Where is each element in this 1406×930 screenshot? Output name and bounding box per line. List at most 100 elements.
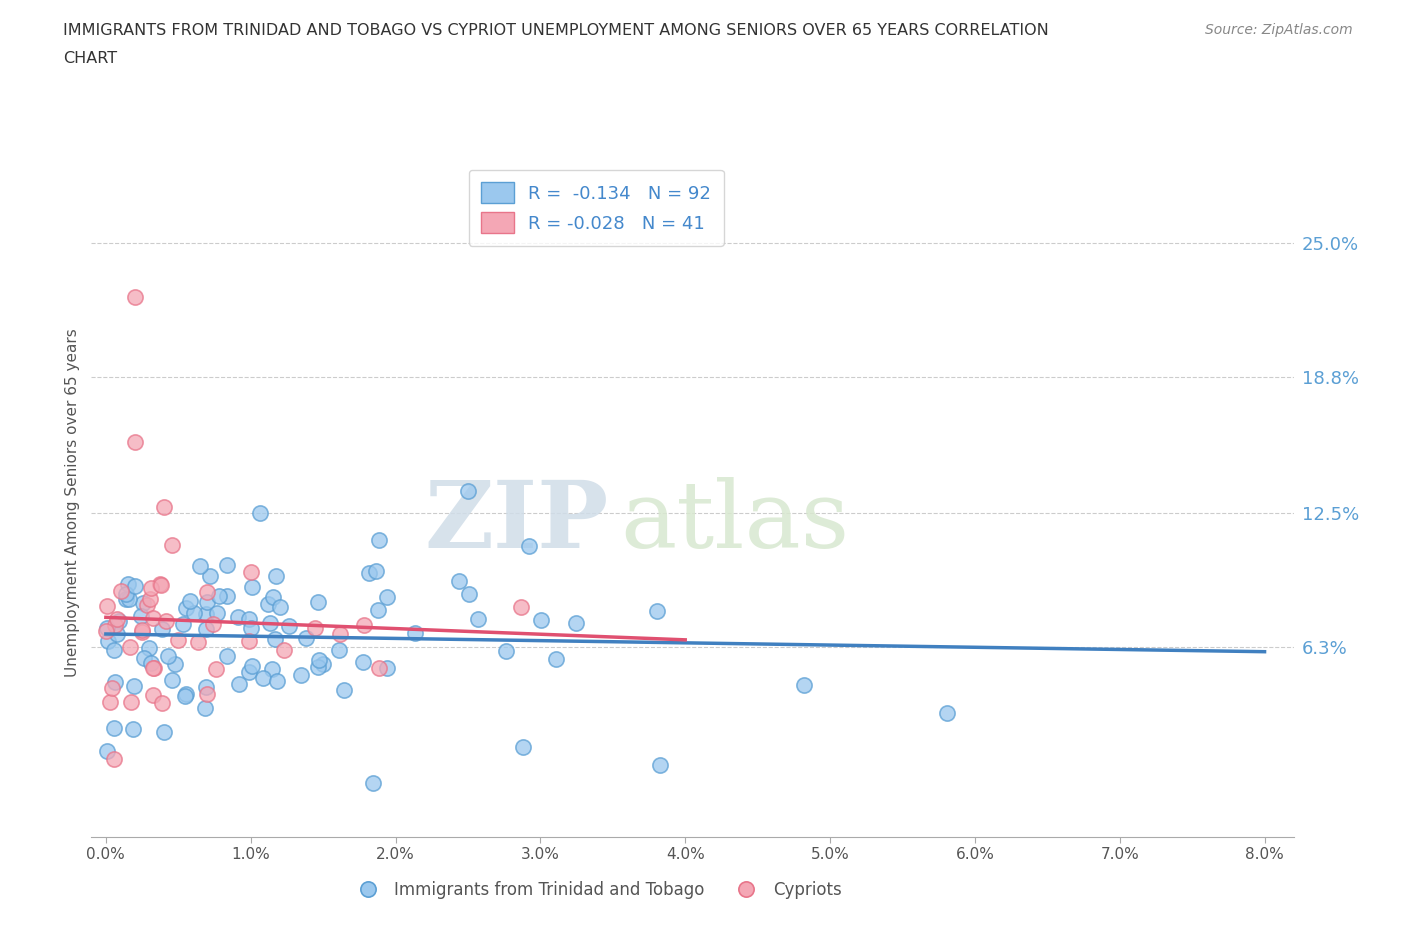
Point — [294, 631, 316, 645]
Point — [124, 578, 146, 593]
Point — [139, 656, 162, 671]
Point — [118, 591, 141, 606]
Point — [367, 603, 389, 618]
Point — [311, 657, 333, 671]
Point — [333, 683, 356, 698]
Point — [124, 289, 146, 304]
Point — [108, 614, 131, 629]
Point — [105, 627, 128, 642]
Point — [129, 608, 152, 623]
Point — [215, 557, 238, 572]
Point — [97, 633, 120, 648]
Point — [132, 650, 155, 665]
Point — [304, 620, 326, 635]
Point — [117, 577, 139, 591]
Point — [238, 612, 260, 627]
Point — [935, 706, 957, 721]
Point — [238, 634, 260, 649]
Point — [793, 678, 815, 693]
Point — [98, 695, 121, 710]
Point — [195, 584, 218, 599]
Point — [149, 577, 172, 591]
Point — [195, 686, 218, 701]
Point — [249, 506, 271, 521]
Point — [104, 618, 127, 632]
Point — [172, 617, 194, 631]
Text: atlas: atlas — [620, 477, 849, 567]
Point — [96, 620, 118, 635]
Text: Source: ZipAtlas.com: Source: ZipAtlas.com — [1205, 23, 1353, 37]
Point — [259, 616, 281, 631]
Point — [155, 614, 177, 629]
Text: ZIP: ZIP — [425, 477, 609, 567]
Point — [364, 563, 387, 578]
Point — [240, 579, 263, 594]
Point — [517, 539, 540, 554]
Point — [121, 722, 143, 737]
Point — [201, 617, 224, 631]
Point — [194, 701, 217, 716]
Point — [217, 588, 239, 603]
Point — [404, 626, 426, 641]
Point — [150, 578, 173, 592]
Point — [228, 609, 250, 624]
Point — [269, 600, 291, 615]
Point — [153, 499, 176, 514]
Point — [139, 591, 162, 606]
Point — [363, 776, 385, 790]
Point — [512, 739, 534, 754]
Point — [353, 618, 375, 632]
Point — [103, 643, 125, 658]
Text: CHART: CHART — [63, 51, 117, 66]
Point — [194, 680, 217, 695]
Point — [131, 622, 153, 637]
Point — [142, 660, 165, 675]
Point — [353, 655, 375, 670]
Point — [328, 643, 350, 658]
Point — [179, 593, 201, 608]
Point — [307, 594, 329, 609]
Point — [124, 434, 146, 449]
Point — [136, 597, 159, 612]
Point — [367, 660, 389, 675]
Point — [103, 751, 125, 766]
Point — [174, 686, 197, 701]
Point — [290, 668, 312, 683]
Point — [132, 595, 155, 610]
Point — [122, 679, 145, 694]
Point — [308, 652, 330, 667]
Point — [544, 652, 567, 667]
Point — [94, 623, 117, 638]
Point — [509, 599, 531, 614]
Point — [377, 590, 399, 604]
Point — [162, 538, 184, 552]
Point — [278, 618, 301, 633]
Point — [153, 724, 176, 739]
Point — [205, 605, 228, 620]
Point — [266, 568, 288, 583]
Point — [174, 601, 197, 616]
Point — [307, 659, 329, 674]
Point — [120, 640, 142, 655]
Point — [329, 627, 352, 642]
Point — [239, 565, 262, 579]
Point — [101, 681, 124, 696]
Point — [647, 604, 669, 618]
Point — [228, 676, 250, 691]
Point — [103, 721, 125, 736]
Point — [495, 644, 517, 658]
Point — [110, 583, 132, 598]
Point — [239, 620, 262, 635]
Point — [139, 581, 162, 596]
Point — [257, 597, 280, 612]
Point — [217, 648, 239, 663]
Point — [467, 611, 489, 626]
Point — [104, 675, 127, 690]
Point — [195, 621, 218, 636]
Point — [204, 661, 226, 676]
Point — [262, 590, 284, 604]
Point — [187, 634, 209, 649]
Point — [160, 672, 183, 687]
Point — [183, 605, 205, 620]
Point — [449, 573, 471, 588]
